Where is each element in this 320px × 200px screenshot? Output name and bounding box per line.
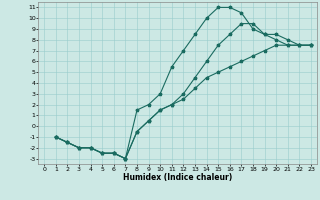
X-axis label: Humidex (Indice chaleur): Humidex (Indice chaleur) — [123, 173, 232, 182]
